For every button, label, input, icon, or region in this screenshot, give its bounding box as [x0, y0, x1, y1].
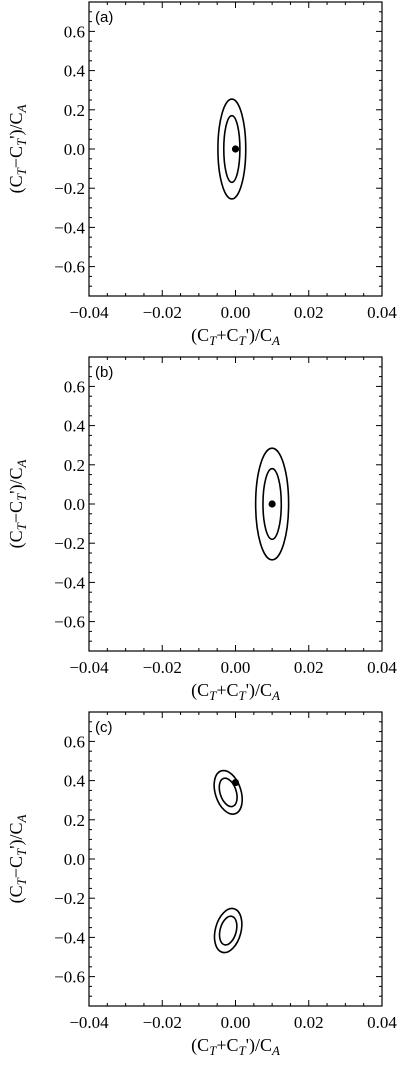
panel-label: (c): [95, 719, 113, 736]
y-tick-label: −0.4: [54, 218, 85, 237]
x-axis-label: (CT​+CT​')/CA​: [191, 325, 280, 348]
y-tick-label: 0.6: [64, 22, 85, 41]
y-tick-label: 0.0: [64, 140, 85, 159]
data-point: [231, 778, 240, 787]
y-axis-label: (CT​−CT​')/CA​: [6, 815, 29, 904]
x-tick-label: 0.04: [367, 1013, 397, 1032]
x-tick-label: 0.00: [221, 303, 251, 322]
contour-2: [217, 98, 247, 200]
x-tick-label: −0.02: [143, 658, 182, 677]
contour-1: [222, 114, 241, 184]
contour-3: [218, 915, 238, 946]
y-tick-label: 0.4: [64, 62, 86, 81]
x-axis-label: (CT​+CT​')/CA​: [191, 1035, 280, 1058]
plot-frame: [88, 711, 383, 1007]
data-point: [231, 145, 240, 153]
chart-panel-1: −0.04 −0.02 0.00 0.02 0.04 0.6 0.4 0.2 0.0 −0.2 −0…: [6, 1, 397, 348]
x-tick-label: −0.04: [69, 1013, 109, 1032]
y-tick-label: 0.6: [64, 732, 85, 751]
y-tick-label: 0.2: [64, 456, 85, 475]
chart-panel-3: −0.04 −0.02 0.00 0.02 0.04 0.6 0.4 0.2 0.0 −0.2 −0…: [6, 711, 397, 1058]
y-tick-label: −0.2: [54, 179, 85, 198]
data-point: [268, 500, 276, 508]
contour-1: [262, 467, 283, 541]
contour-2: [254, 447, 290, 561]
y-tick-label: 0.2: [64, 811, 85, 830]
x-tick-label: 0.00: [221, 658, 251, 677]
x-tick-label: 0.02: [294, 658, 324, 677]
y-tick-label: −0.2: [54, 534, 85, 553]
y-tick-label: −0.6: [54, 613, 85, 632]
x-tick-label: −0.02: [143, 1013, 182, 1032]
y-tick-label: 0.0: [64, 850, 85, 869]
x-tick-label: 0.04: [367, 658, 397, 677]
plot-frame: [88, 356, 383, 652]
y-axis-label: (CT​−CT​')/CA​: [6, 105, 29, 194]
y-tick-label: 0.4: [64, 772, 86, 791]
y-tick-label: 0.0: [64, 495, 85, 514]
panel-label: (a): [95, 9, 113, 26]
panel-label: (b): [95, 364, 113, 381]
x-tick-label: 0.02: [294, 1013, 324, 1032]
y-tick-label: 0.4: [64, 417, 86, 436]
y-axis-label: (CT​−CT​')/CA​: [6, 460, 29, 549]
y-tick-label: 0.6: [64, 377, 85, 396]
x-tick-label: −0.02: [143, 303, 182, 322]
x-tick-label: 0.02: [294, 303, 324, 322]
y-tick-label: −0.4: [54, 928, 85, 947]
contour-2: [213, 769, 244, 815]
chart-panel-2: −0.04 −0.02 0.00 0.02 0.04 0.6 0.4 0.2 0.0 −0.2 −0…: [6, 356, 397, 703]
y-tick-label: −0.6: [54, 968, 85, 987]
x-tick-label: 0.04: [367, 303, 397, 322]
x-axis-label: (CT​+CT​')/CA​: [191, 680, 280, 703]
y-tick-label: −0.4: [54, 573, 85, 592]
contour-1: [218, 777, 238, 808]
y-tick-label: 0.2: [64, 101, 85, 120]
y-tick-label: −0.2: [54, 889, 85, 908]
x-tick-label: −0.04: [69, 303, 109, 322]
x-tick-label: −0.04: [69, 658, 109, 677]
x-tick-label: 0.00: [221, 1013, 251, 1032]
y-tick-label: −0.6: [54, 258, 85, 277]
contour-4: [213, 907, 243, 954]
